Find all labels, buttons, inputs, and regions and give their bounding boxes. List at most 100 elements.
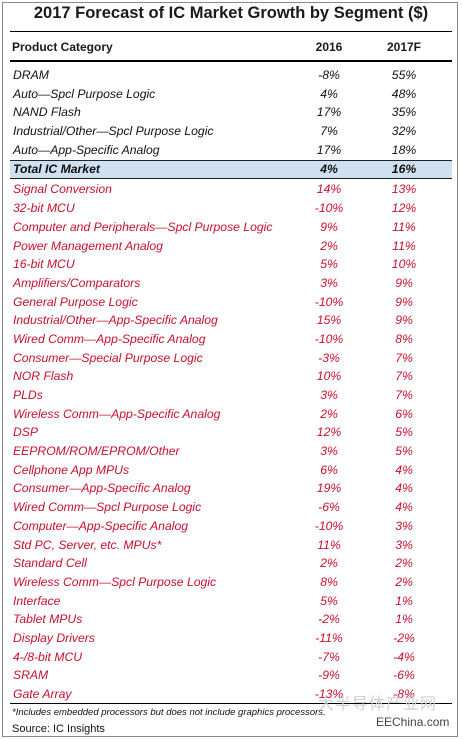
row-category: Display Drivers: [13, 630, 95, 645]
row-value-2017f: 18%: [391, 142, 417, 157]
row-value-2017f: 1%: [395, 612, 413, 627]
table-row: Power Management Analog 2% 11%: [10, 237, 452, 256]
row-value-2016: 6%: [320, 462, 338, 477]
row-category: SRAM: [13, 668, 49, 683]
table-row: Wired Comm—App-Specific Analog -10% 8%: [10, 330, 452, 349]
table-row: Signal Conversion 14% 13%: [10, 180, 452, 199]
row-value-2016: -10%: [314, 518, 344, 533]
row-value-2016: 17%: [316, 105, 342, 120]
row-category: 4-/8-bit MCU: [13, 649, 83, 664]
row-value-2017f: 3%: [395, 537, 413, 552]
row-category: EEPROM/ROM/EPROM/Other: [13, 444, 180, 459]
row-category: DSP: [13, 425, 39, 440]
table-row: Consumer—App-Specific Analog 19% 4%: [10, 479, 452, 498]
row-category: Auto—App-Specific Analog: [13, 142, 160, 157]
row-value-2016: 2%: [320, 238, 338, 253]
table-row: Computer and Peripherals—Spcl Purpose Lo…: [10, 218, 452, 237]
row-value-2016: -10%: [314, 294, 344, 309]
row-value-2016: 3%: [320, 275, 338, 290]
row-category: General Purpose Logic: [13, 294, 138, 309]
row-value-2017f: 4%: [395, 481, 413, 496]
row-value-2016: -3%: [318, 350, 340, 365]
row-value-2017f: 13%: [391, 182, 417, 197]
title-divider: [10, 31, 452, 32]
table-row: General Purpose Logic -10% 9%: [10, 293, 452, 312]
row-category: Industrial/Other—Spcl Purpose Logic: [13, 124, 214, 139]
table-row: Tablet MPUs -2% 1%: [10, 610, 452, 629]
row-category: Wireless Comm—Spcl Purpose Logic: [13, 574, 217, 589]
row-value-2017f: 55%: [391, 68, 417, 82]
row-category: NOR Flash: [13, 369, 74, 384]
row-category: Wired Comm—App-Specific Analog: [13, 331, 206, 346]
table-row: Industrial/Other—App-Specific Analog 15% 9…: [10, 311, 452, 330]
row-value-2016: 4%: [320, 162, 338, 177]
row-value-2017f: -8%: [393, 687, 415, 701]
table-row: Wireless Comm—Spcl Purpose Logic 8% 2%: [10, 573, 452, 592]
row-value-2016: -8%: [318, 68, 340, 82]
table-row: Computer—App-Specific Analog -10% 3%: [10, 517, 452, 536]
row-category: 32-bit MCU: [13, 201, 75, 216]
row-value-2017f: 1%: [395, 593, 413, 608]
row-category: Std PC, Server, etc. MPUs*: [13, 537, 162, 552]
watermark-logo: 大半导体产业网: [318, 696, 438, 713]
row-value-2017f: 2%: [395, 556, 413, 571]
table-row: Interface 5% 1%: [10, 592, 452, 611]
row-category: NAND Flash: [13, 105, 81, 120]
row-value-2016: 11%: [317, 537, 341, 552]
row-value-2016: 8%: [320, 574, 338, 589]
row-category: Computer—App-Specific Analog: [13, 518, 188, 533]
table-row: SRAM -9% -6%: [10, 666, 452, 685]
row-value-2017f: 7%: [395, 388, 413, 402]
row-value-2017f: 32%: [391, 124, 417, 139]
row-category: Standard Cell: [13, 556, 87, 571]
row-value-2016: 2%: [320, 556, 338, 571]
table-row: Cellphone App MPUs 6% 4%: [10, 461, 452, 480]
row-value-2017f: 8%: [395, 331, 413, 346]
row-category: Cellphone App MPUs: [13, 462, 130, 477]
row-category: DRAM: [13, 68, 49, 82]
row-value-2017f: 11%: [392, 219, 416, 234]
table-row: EEPROM/ROM/EPROM/Other 3% 5%: [10, 442, 452, 461]
row-category: Gate Array: [13, 687, 72, 701]
row-category: Consumer—App-Specific Analog: [13, 481, 191, 496]
row-category: PLDs: [13, 388, 43, 402]
source-note: Source: IC Insights: [12, 723, 105, 735]
row-value-2016: -13%: [314, 687, 344, 701]
row-value-2016: 3%: [320, 444, 338, 459]
row-value-2017f: 16%: [391, 162, 417, 177]
row-value-2017f: 6%: [395, 406, 413, 421]
row-category: Signal Conversion: [13, 182, 112, 197]
row-value-2016: 7%: [320, 124, 338, 139]
table-row: Wired Comm—Spcl Purpose Logic -6% 4%: [10, 498, 452, 517]
table-row: Gate Array -13% -8%: [10, 685, 452, 704]
column-header-2017f: 2017F: [386, 40, 422, 54]
column-header-category: Product Category: [12, 40, 113, 54]
table-row: Std PC, Server, etc. MPUs* 11% 3%: [10, 536, 452, 555]
row-value-2017f: 5%: [395, 425, 413, 440]
page-title: 2017 Forecast of IC Market Growth by Seg…: [33, 4, 429, 22]
row-value-2017f: 9%: [395, 313, 413, 328]
row-value-2016: -7%: [318, 649, 340, 664]
row-value-2017f: 7%: [395, 350, 413, 365]
row-value-2016: 9%: [320, 219, 338, 234]
table-row: NAND Flash 17% 35%: [10, 103, 452, 122]
row-category: Wireless Comm—App-Specific Analog: [13, 406, 221, 421]
row-category: Amplifiers/Comparators: [13, 275, 141, 290]
row-category: 16-bit MCU: [13, 257, 75, 272]
table-row: Display Drivers -11% -2%: [10, 629, 452, 648]
row-value-2017f: 4%: [395, 462, 413, 477]
row-value-2016: -10%: [314, 201, 344, 216]
row-value-2016: -11%: [315, 630, 343, 645]
row-value-2017f: 5%: [395, 444, 413, 459]
row-category: Wired Comm—Spcl Purpose Logic: [13, 500, 202, 515]
row-value-2016: 4%: [320, 86, 338, 101]
row-value-2017f: 3%: [395, 518, 413, 533]
table-row: Industrial/Other—Spcl Purpose Logic 7% 32%: [10, 122, 452, 141]
table-row: Auto—App-Specific Analog 17% 18%: [10, 141, 452, 160]
table-row: Wireless Comm—App-Specific Analog 2% 6%: [10, 405, 452, 424]
row-value-2016: 2%: [320, 406, 338, 421]
row-value-2016: -2%: [318, 612, 340, 627]
row-value-2017f: 48%: [391, 86, 417, 101]
table-row: Consumer—Special Purpose Logic -3% 7%: [10, 349, 452, 368]
row-value-2017f: 10%: [391, 257, 417, 272]
